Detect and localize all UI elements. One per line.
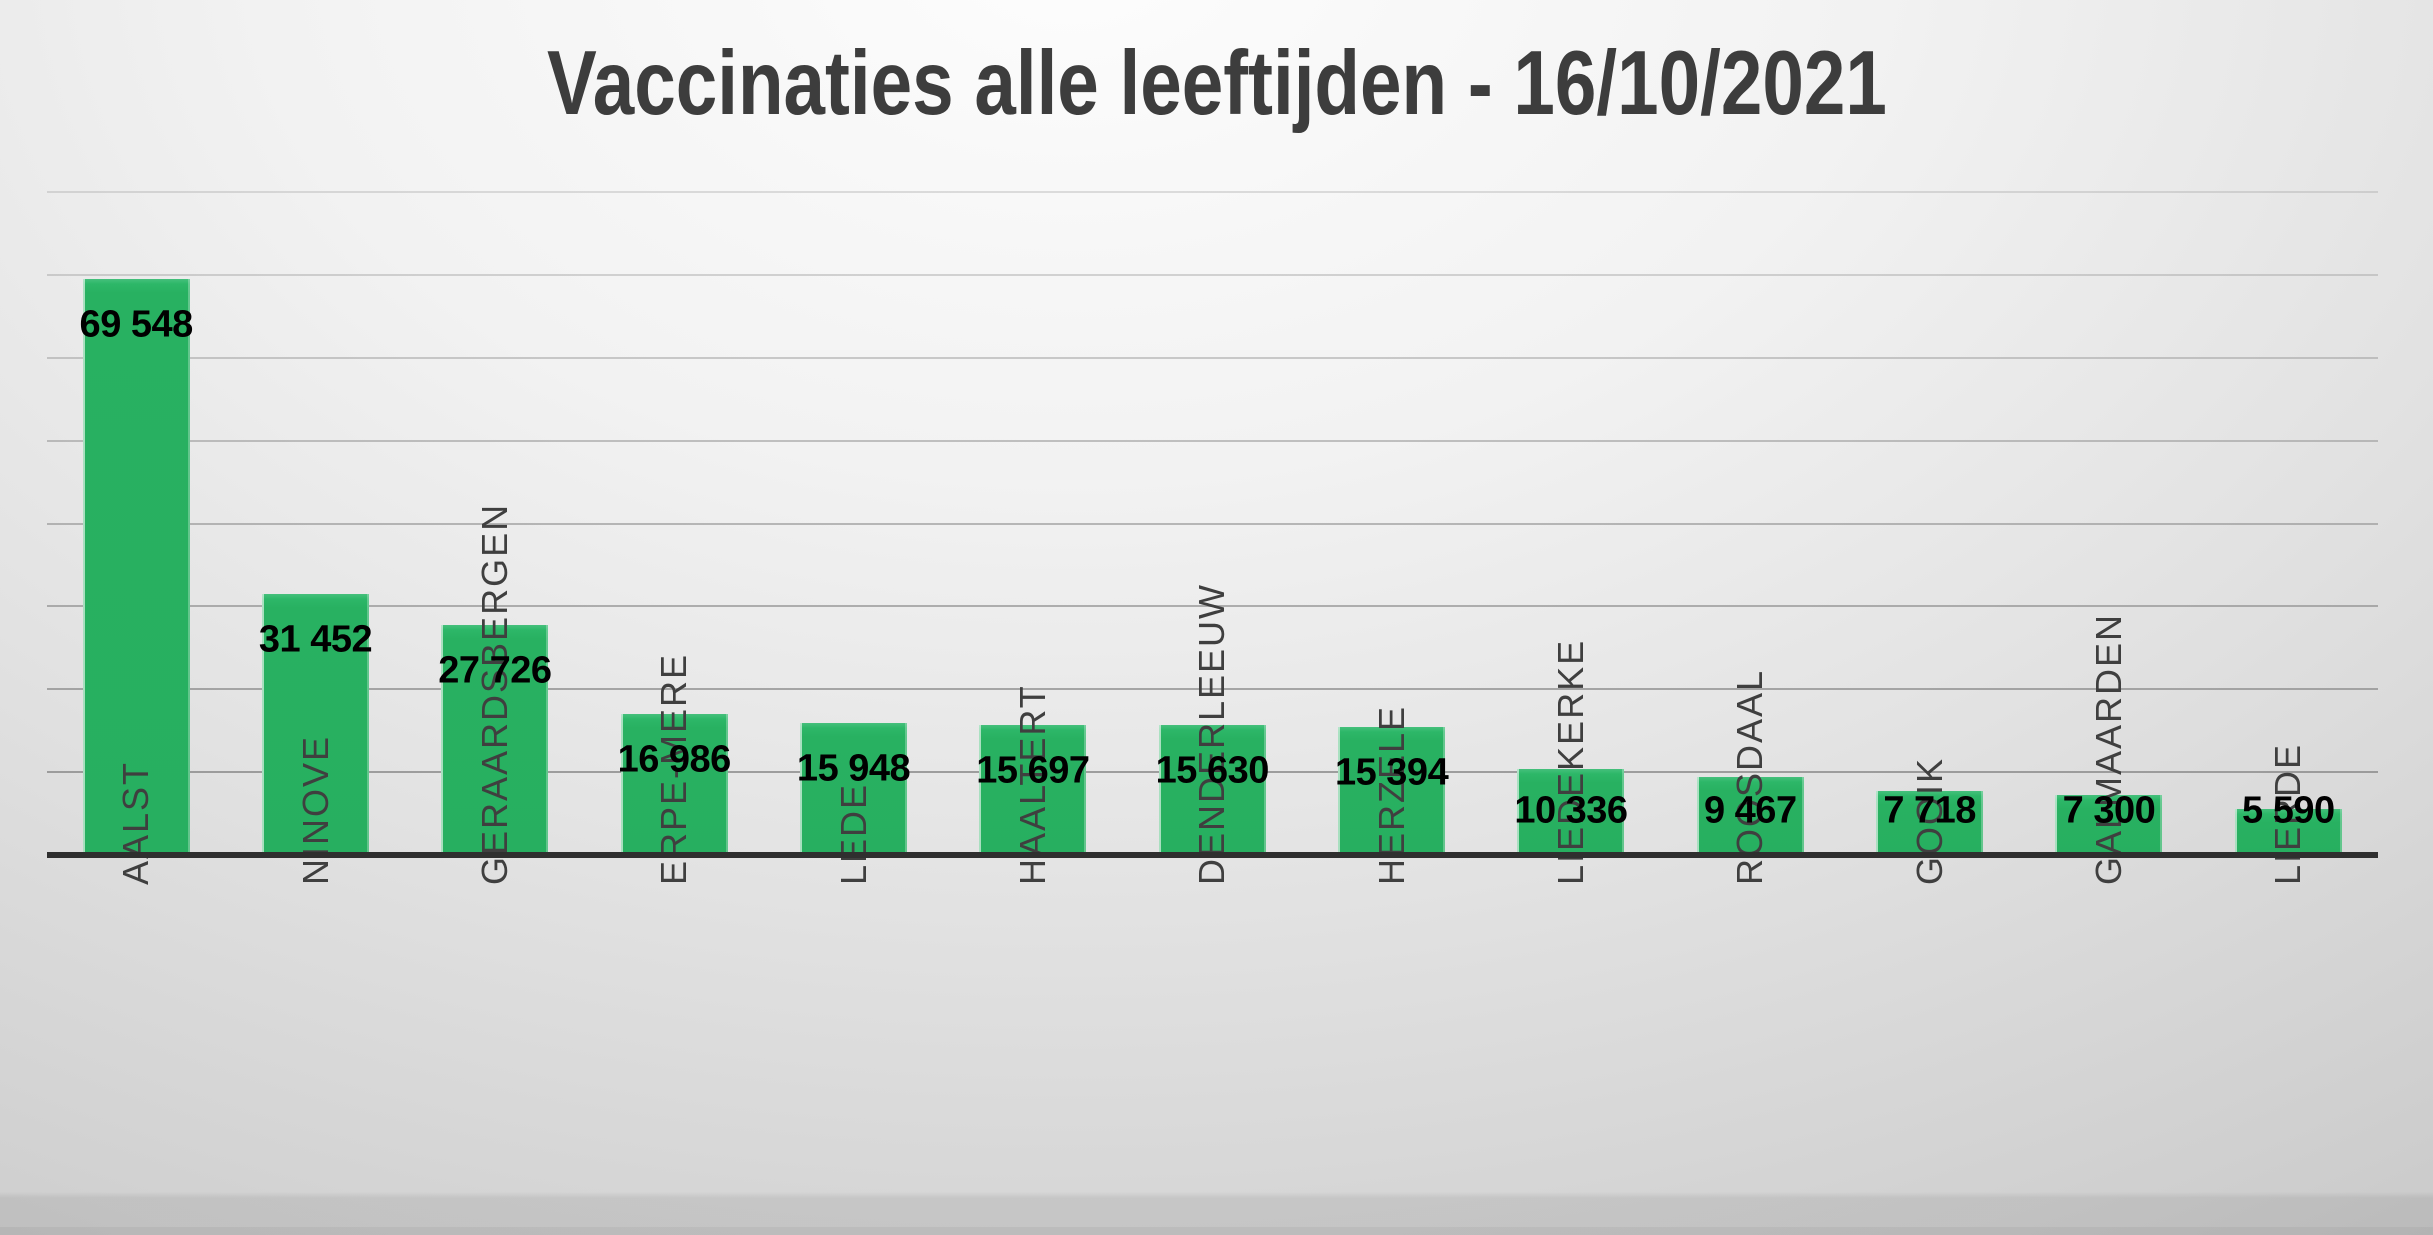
background-bottom-edge — [0, 1227, 2433, 1235]
x-axis-line — [46, 852, 2378, 858]
category-label: DENDERLEEUW — [1191, 582, 1233, 885]
bar-lierde — [2234, 808, 2342, 855]
value-label: 15 697 — [976, 749, 1090, 792]
gridline — [46, 191, 2378, 193]
value-label: 5 590 — [2242, 789, 2335, 832]
bar-lede — [800, 722, 908, 855]
value-label: 7 300 — [2062, 789, 2156, 832]
bar-erpe-mere — [620, 714, 728, 855]
bar-galmaarden — [2055, 794, 2163, 855]
category-label: LIEDEKERKE — [1549, 638, 1591, 885]
value-label: 10 336 — [1514, 789, 1628, 832]
category-label: LEDE — [832, 782, 874, 885]
gridline — [46, 605, 2378, 608]
gridline — [46, 439, 2378, 442]
bar-haaltert — [979, 724, 1087, 855]
bar-roosdaal — [1696, 776, 1804, 855]
category-label: GALMAARDEN — [2087, 612, 2129, 885]
value-label: 7 718 — [1883, 789, 1976, 832]
bar-geraardsbergen — [441, 625, 549, 855]
bar-gooik — [1876, 791, 1984, 855]
bar-ninove — [262, 594, 370, 855]
category-label: GERAARDSBERGEN — [473, 502, 515, 885]
gridline — [46, 356, 2378, 359]
bar-denderleeuw — [1158, 725, 1266, 855]
value-label: 16 986 — [617, 738, 732, 781]
value-label: 15 948 — [796, 747, 911, 790]
value-label: 15 630 — [1155, 749, 1270, 792]
value-label: 69 548 — [79, 303, 194, 346]
gridline — [46, 273, 2378, 276]
gridline — [46, 522, 2378, 525]
value-label: 15 394 — [1334, 751, 1449, 794]
value-label: 27 726 — [438, 649, 552, 692]
bar-liedekerke — [1517, 769, 1625, 855]
gridline — [46, 688, 2378, 691]
value-label: 31 452 — [258, 618, 373, 661]
category-label: NINOVE — [294, 734, 336, 885]
category-label: AALST — [115, 760, 157, 885]
value-label: 9 467 — [1703, 789, 1797, 832]
bar-aalst — [82, 278, 190, 855]
bar-herzele — [1338, 727, 1446, 855]
